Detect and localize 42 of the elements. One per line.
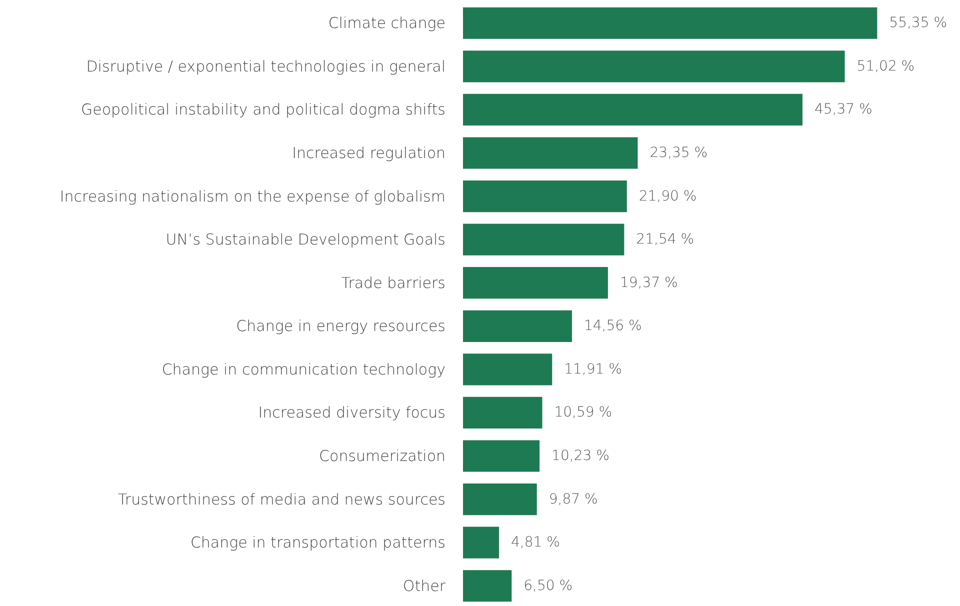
bar <box>463 354 552 386</box>
y-tick-label: Consumerization <box>319 447 446 466</box>
data-label: 4,81 % <box>510 534 560 551</box>
bar <box>463 224 624 256</box>
y-tick-label: Disruptive / exponential technologies in general <box>86 57 446 76</box>
data-label: 10,59 % <box>554 404 612 421</box>
bar <box>463 483 537 516</box>
data-label: 6,50 % <box>524 578 573 594</box>
bar <box>463 440 540 472</box>
bar <box>463 396 542 429</box>
y-tick-label: UN’s Sustainable Development Goals <box>166 230 446 249</box>
data-label: 45,37 % <box>814 102 872 118</box>
y-tick-label: Change in energy resources <box>236 317 446 336</box>
data-label: 21,54 % <box>636 232 694 248</box>
y-tick-label: Increased regulation <box>292 144 446 162</box>
bar <box>463 7 878 39</box>
bar <box>463 310 572 342</box>
y-tick-label: Change in transportation patterns <box>190 534 446 552</box>
y-tick-label: Trustworthiness of media and news sources <box>118 490 446 508</box>
bar <box>463 180 627 212</box>
y-tick-label: Trade barriers <box>341 274 446 292</box>
data-label: 55,35 % <box>889 15 948 32</box>
y-tick-label: Geopolitical instability and political dogma shifts <box>80 100 446 119</box>
data-label: 23,35 % <box>650 144 708 161</box>
data-label: 9,87 % <box>548 491 598 508</box>
data-label: 11,91 % <box>564 361 622 378</box>
bar <box>463 570 512 602</box>
data-label: 51,02 % <box>856 58 915 74</box>
y-tick-label: Increasing nationalism on the expense of globalism <box>60 187 446 206</box>
y-tick-label: Change in communication technology <box>162 360 446 378</box>
bar <box>463 94 802 126</box>
data-label: 14,56 % <box>584 318 642 334</box>
y-tick-label: Climate change <box>328 14 446 32</box>
y-tick-label: Other <box>402 576 446 595</box>
bar <box>463 50 845 82</box>
bar <box>463 137 638 169</box>
data-label: 19,37 % <box>620 274 678 291</box>
bar <box>463 526 499 558</box>
bar <box>463 267 608 299</box>
data-label: 10,23 % <box>552 448 610 464</box>
y-tick-label: Increased diversity focus <box>258 404 446 422</box>
data-label: 21,90 % <box>638 188 697 204</box>
